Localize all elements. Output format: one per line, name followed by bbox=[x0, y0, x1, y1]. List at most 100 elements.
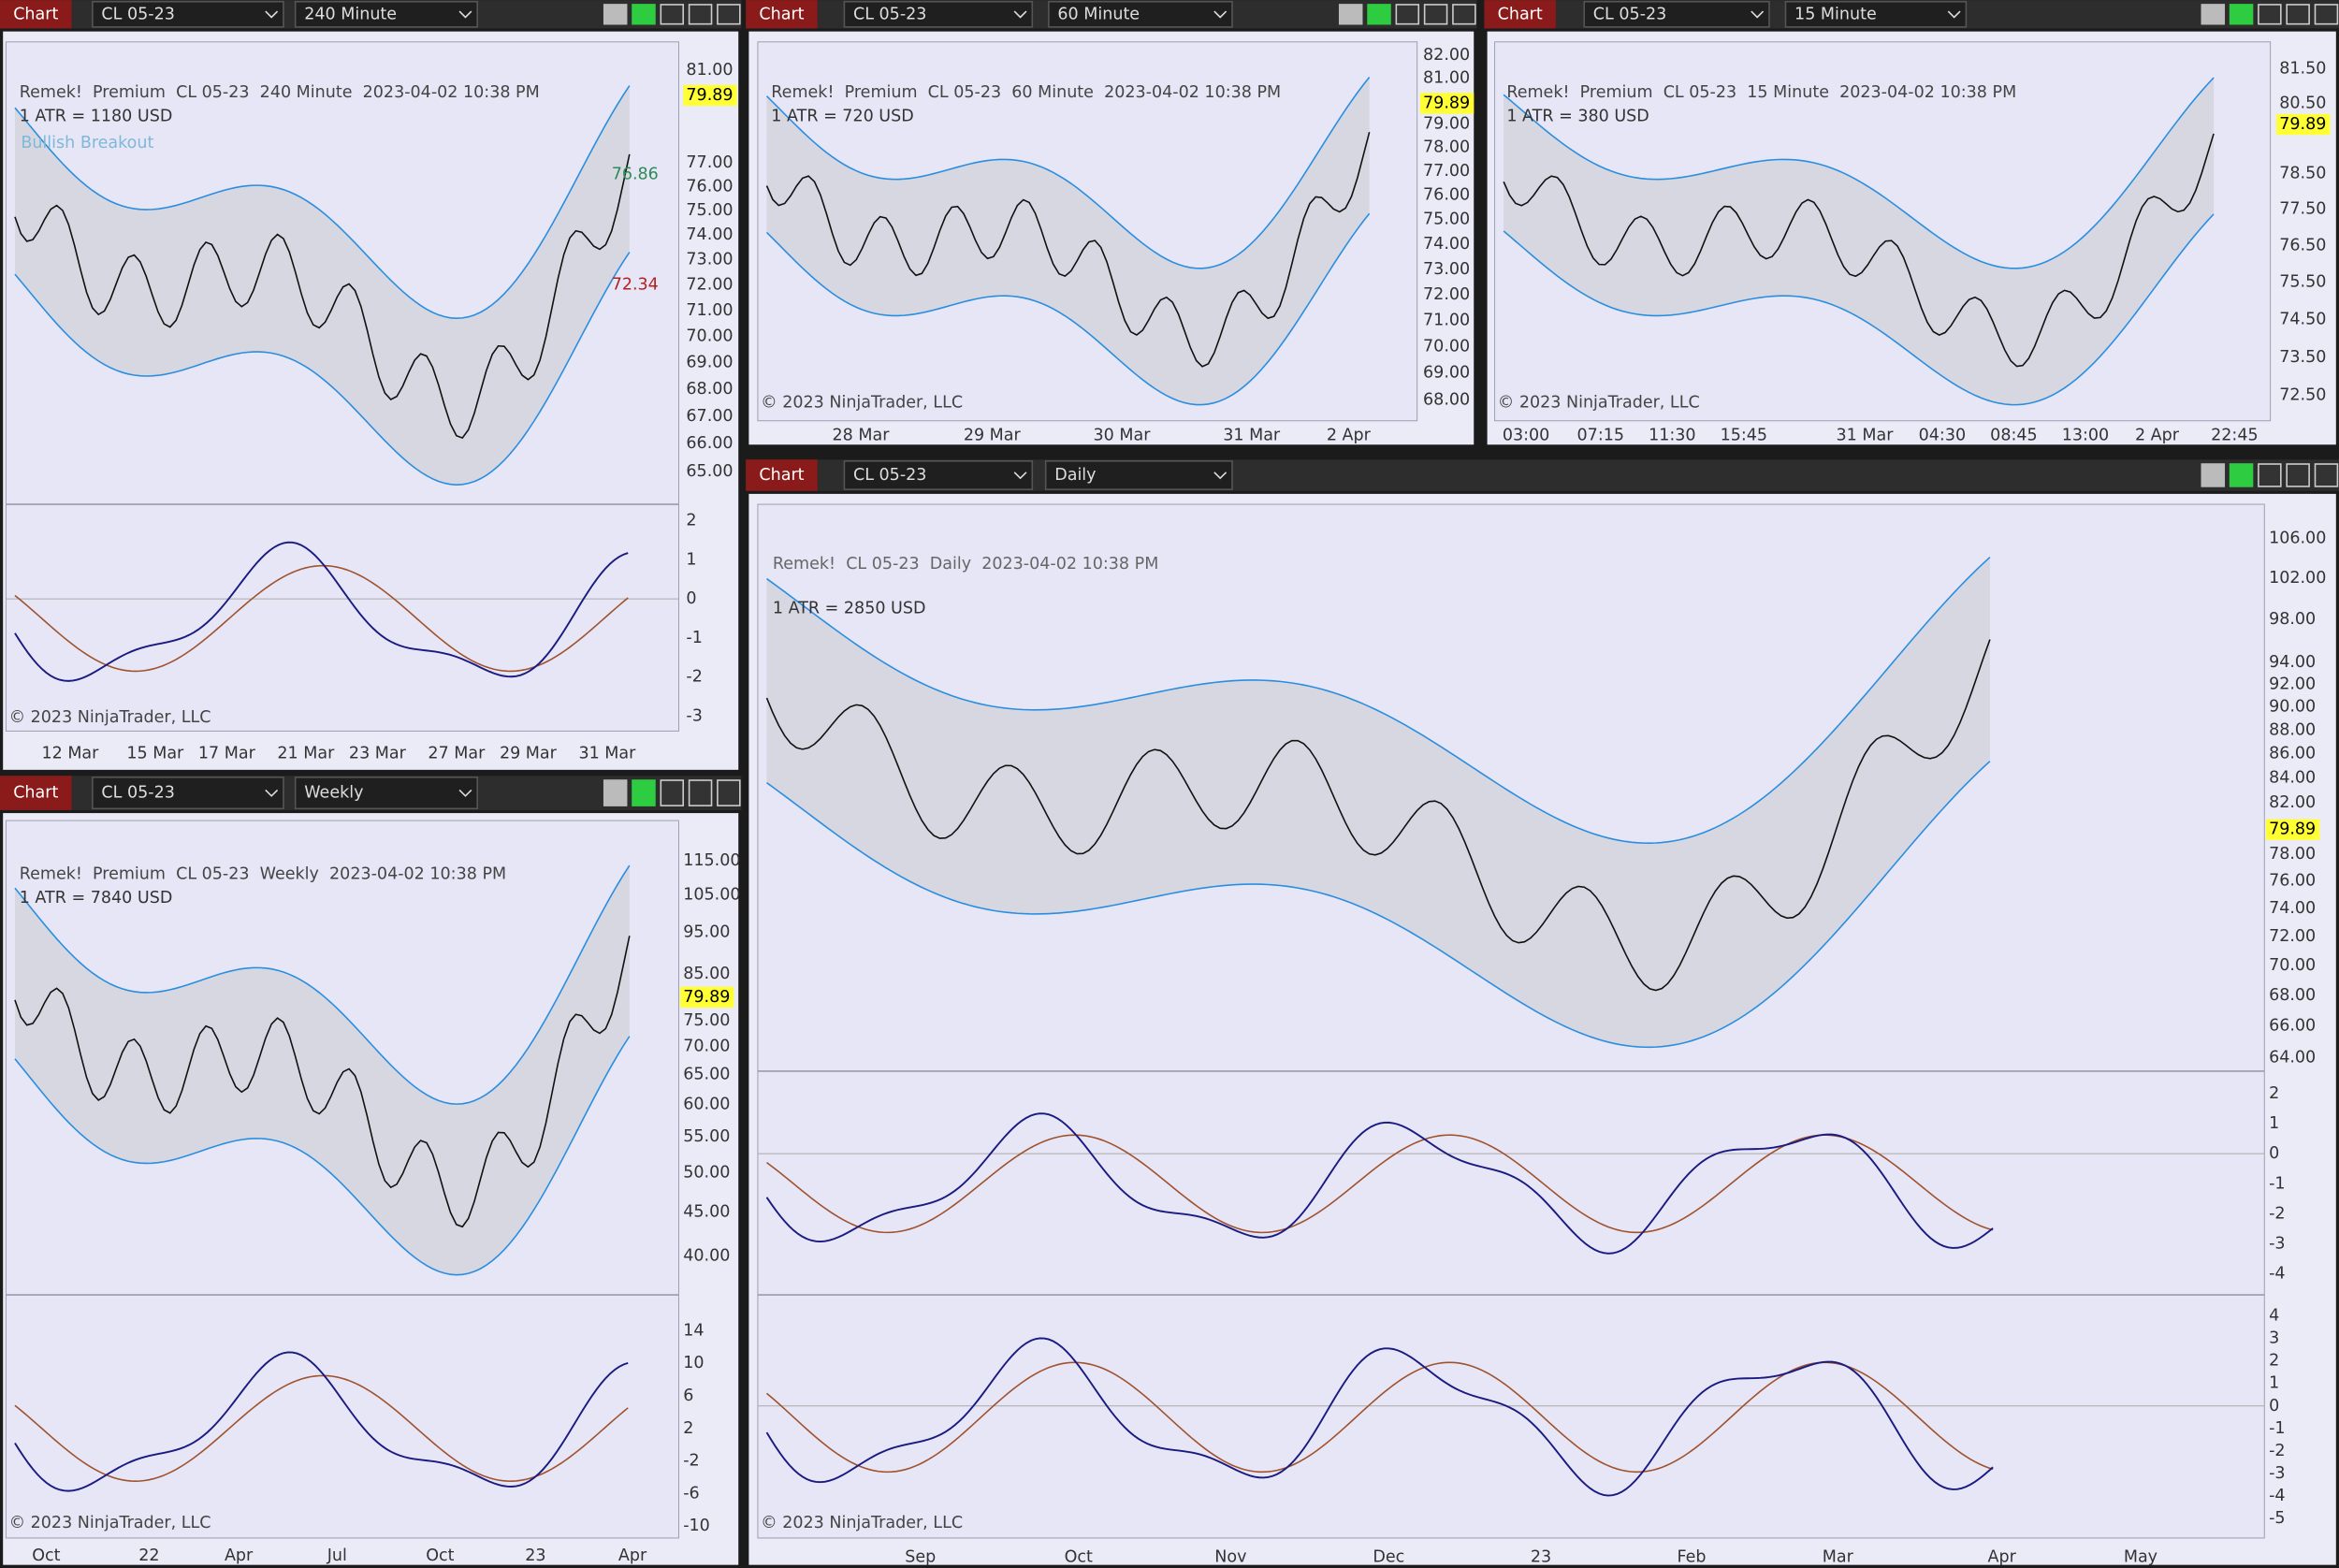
indicator-tick-label: -10 bbox=[683, 1517, 710, 1535]
price-tick-label: 68.00 bbox=[686, 380, 733, 399]
window-button[interactable] bbox=[660, 779, 685, 806]
window-button[interactable] bbox=[1423, 4, 1448, 25]
price-tick-label: 79.00 bbox=[1423, 114, 1470, 133]
last-price-badge bbox=[683, 84, 737, 107]
window-button[interactable] bbox=[1395, 4, 1420, 25]
oscillator-line bbox=[14, 541, 629, 682]
price-tick-label: 88.00 bbox=[2269, 720, 2316, 739]
last-price-badge bbox=[2265, 819, 2320, 840]
window-button[interactable] bbox=[1367, 4, 1391, 25]
window-button[interactable] bbox=[632, 779, 656, 806]
price-tick-label: 73.00 bbox=[686, 251, 733, 269]
x-tick-label: 07:15 bbox=[1577, 427, 1624, 445]
oscillator-line bbox=[14, 1351, 629, 1492]
window-button[interactable] bbox=[1452, 4, 1476, 25]
interval-dropdown[interactable] bbox=[1044, 460, 1233, 490]
price-tick-label: 74.00 bbox=[1423, 235, 1470, 254]
price-tick-label: 76.00 bbox=[1423, 186, 1470, 205]
chart-tab[interactable] bbox=[746, 459, 818, 491]
window-button[interactable] bbox=[660, 4, 685, 25]
price-tick-label: 77.00 bbox=[1423, 162, 1470, 181]
instrument-dropdown[interactable] bbox=[92, 777, 284, 810]
window-button[interactable] bbox=[2229, 4, 2254, 25]
window-button[interactable] bbox=[2286, 4, 2310, 25]
x-tick-label: 21 Mar bbox=[277, 744, 335, 762]
last-price-label: 79.89 bbox=[2269, 820, 2316, 839]
x-tick-label: May bbox=[2124, 1548, 2157, 1567]
indicator-tick-label: -3 bbox=[686, 706, 702, 725]
instrument-dropdown[interactable] bbox=[1583, 0, 1770, 28]
band-lower bbox=[14, 252, 631, 486]
volatility-band bbox=[766, 77, 1370, 405]
indicator-tick-label: 2 bbox=[683, 1419, 693, 1438]
price-tick-label: 82.00 bbox=[1423, 46, 1470, 65]
price-path bbox=[1503, 133, 2215, 368]
band-upper bbox=[14, 85, 631, 320]
price-tick-label: 98.00 bbox=[2269, 610, 2316, 629]
window-button[interactable] bbox=[2258, 463, 2282, 487]
window-button[interactable] bbox=[688, 779, 713, 806]
window-button[interactable] bbox=[2229, 463, 2254, 487]
annotation: 76.86 bbox=[612, 166, 659, 184]
instrument-label: CL 05-23 bbox=[853, 5, 926, 23]
window-button[interactable] bbox=[603, 779, 628, 806]
price-tick-label: 70.00 bbox=[2269, 956, 2316, 975]
band-lower bbox=[14, 1036, 631, 1276]
price-tick-label: 66.00 bbox=[686, 434, 733, 453]
x-tick-label: 31 Mar bbox=[1837, 427, 1895, 445]
annotation: 72.34 bbox=[612, 276, 659, 295]
volatility-band bbox=[1504, 78, 2215, 405]
window-button[interactable] bbox=[2286, 463, 2310, 487]
copyright: © 2023 NinjaTrader, LLC bbox=[9, 708, 211, 727]
interval-label: 240 Minute bbox=[304, 5, 397, 23]
window-button[interactable] bbox=[2314, 463, 2339, 487]
price-tick-label: 66.00 bbox=[2269, 1017, 2316, 1036]
interval-dropdown[interactable] bbox=[294, 777, 479, 810]
last-price-badge bbox=[2276, 113, 2331, 136]
window-button[interactable] bbox=[717, 779, 741, 806]
x-tick-label: Dec bbox=[1373, 1548, 1404, 1567]
atr-label: 1 ATR = 7840 USD bbox=[20, 889, 173, 907]
window-button[interactable] bbox=[2201, 4, 2226, 25]
dropdown-arrow bbox=[458, 789, 472, 797]
x-tick-label: 11:30 bbox=[1649, 427, 1695, 445]
window-button[interactable] bbox=[717, 4, 741, 25]
indicator-tick-label: 1 bbox=[2269, 1374, 2279, 1393]
price-tick-label: 65.00 bbox=[686, 462, 733, 481]
instrument-dropdown[interactable] bbox=[843, 460, 1034, 490]
x-tick-label: Mar bbox=[1823, 1548, 1854, 1567]
price-tick-label: 68.00 bbox=[2269, 986, 2316, 1005]
interval-dropdown[interactable] bbox=[294, 0, 479, 28]
window-button[interactable] bbox=[2258, 4, 2282, 25]
chart-tab[interactable] bbox=[0, 0, 72, 29]
price-tick-label: 76.50 bbox=[2279, 236, 2326, 254]
window-button[interactable] bbox=[688, 4, 713, 25]
chart-tab[interactable] bbox=[1484, 0, 1556, 29]
window-button[interactable] bbox=[2314, 4, 2339, 25]
price-tick-label: 45.00 bbox=[683, 1203, 730, 1222]
annotation: Bullish Breakout bbox=[21, 134, 153, 152]
indicator-tick-label: 10 bbox=[683, 1354, 704, 1372]
instrument-dropdown[interactable] bbox=[843, 0, 1034, 28]
interval-dropdown[interactable] bbox=[1784, 0, 1968, 28]
price-tick-label: 70.00 bbox=[686, 327, 733, 346]
price-tick-label: 69.00 bbox=[686, 354, 733, 372]
window-button[interactable] bbox=[1338, 4, 1363, 25]
instrument-dropdown[interactable] bbox=[92, 0, 284, 28]
x-tick-label: Oct bbox=[1065, 1548, 1093, 1567]
chart-tab[interactable] bbox=[0, 776, 72, 810]
price-tick-label: 40.00 bbox=[683, 1247, 730, 1266]
chart-tab[interactable] bbox=[746, 0, 818, 29]
price-path bbox=[765, 639, 1991, 992]
price-tick-label: 76.00 bbox=[686, 177, 733, 196]
window-button[interactable] bbox=[2201, 463, 2226, 487]
last-price-label: 79.89 bbox=[683, 988, 730, 1007]
indicator-tick-label: 2 bbox=[2269, 1352, 2279, 1371]
chart-header: Remek! CL 05-23 Daily 2023-04-02 10:38 P… bbox=[773, 555, 1158, 573]
interval-dropdown[interactable] bbox=[1048, 0, 1233, 28]
window-button[interactable] bbox=[603, 4, 628, 25]
window-button[interactable] bbox=[632, 4, 656, 25]
plot-area bbox=[757, 503, 2265, 1539]
dropdown-arrow bbox=[1751, 10, 1765, 19]
price-tick-label: 92.00 bbox=[2269, 675, 2316, 693]
